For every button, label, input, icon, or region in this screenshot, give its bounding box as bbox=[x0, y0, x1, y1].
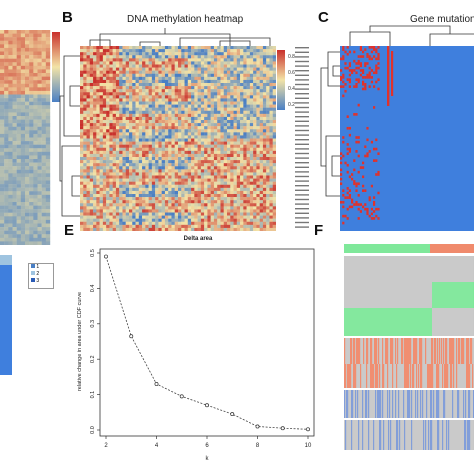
data-point bbox=[154, 382, 159, 386]
panel-c-dendrogram-left bbox=[320, 51, 340, 197]
x-tick-label: 6 bbox=[205, 443, 209, 449]
legend-item-3: 3 bbox=[31, 278, 53, 285]
data-point bbox=[230, 412, 235, 417]
legend-item-1: 1 bbox=[31, 264, 53, 271]
panel-b-sidebar-labels bbox=[295, 47, 309, 228]
panel-c-letter: C bbox=[318, 9, 329, 26]
panel-d-clusters bbox=[0, 255, 12, 375]
data-point bbox=[306, 427, 310, 432]
y-tick-label: 0.0 bbox=[90, 426, 96, 434]
cb-tick-3: 0.2 bbox=[288, 102, 295, 108]
x-axis-label: k bbox=[206, 456, 210, 462]
data-point bbox=[179, 394, 184, 399]
panel-c-dendrogram-top bbox=[349, 25, 474, 48]
x-tick-label: 2 bbox=[104, 443, 108, 449]
panel-b-letter: B bbox=[62, 9, 73, 26]
data-point bbox=[280, 426, 285, 431]
cb-tick-2: 0.4 bbox=[288, 86, 295, 92]
panel-b-dendrogram-left bbox=[59, 55, 80, 217]
y-axis-label: relative change in area under CDF curve bbox=[77, 292, 83, 391]
x-tick-label: 10 bbox=[305, 443, 312, 449]
panel-a-colorbar bbox=[52, 32, 60, 102]
data-point bbox=[104, 254, 108, 259]
panel-a-heatmap bbox=[0, 30, 51, 245]
legend-item-2: 2 bbox=[31, 271, 53, 278]
cb-tick-0: 0.8 bbox=[288, 54, 295, 60]
panel-e-title: Delta area bbox=[183, 236, 213, 242]
y-tick-label: 0.4 bbox=[90, 285, 96, 293]
panel-c-heatmap bbox=[340, 46, 474, 231]
panel-d-legend: 1 2 3 bbox=[28, 263, 54, 289]
panel-e-letter: E bbox=[64, 222, 75, 239]
x-tick-label: 8 bbox=[256, 443, 260, 449]
y-tick-label: 0.2 bbox=[90, 355, 96, 363]
panel-f-letter: F bbox=[314, 222, 324, 239]
panel-f-tracks bbox=[344, 244, 474, 450]
y-tick-label: 0.5 bbox=[90, 249, 96, 257]
panel-b-title: DNA methylation heatmap bbox=[127, 14, 244, 25]
plot-frame bbox=[99, 248, 315, 437]
panel-b-colorbar: 0.8 0.6 0.4 0.2 bbox=[277, 50, 295, 110]
data-point bbox=[129, 334, 134, 339]
y-tick-label: 0.1 bbox=[90, 391, 96, 399]
panel-e-chart: 2 4 6 8 10 0.0 0.1 0.2 0.3 0.4 0.5 k relative change… bbox=[77, 248, 315, 462]
panel-b-heatmap bbox=[80, 46, 276, 231]
x-tick-label: 4 bbox=[155, 443, 159, 449]
data-point bbox=[255, 424, 260, 429]
series-line bbox=[105, 256, 309, 430]
cb-tick-1: 0.6 bbox=[288, 70, 295, 76]
y-tick-label: 0.3 bbox=[90, 320, 96, 328]
panel-a: 1 2 3 bbox=[0, 0, 60, 380]
panel-c-title: Gene mutation bbox=[410, 14, 474, 25]
data-point bbox=[205, 403, 209, 408]
panel-b-dendrogram-top bbox=[89, 28, 271, 46]
